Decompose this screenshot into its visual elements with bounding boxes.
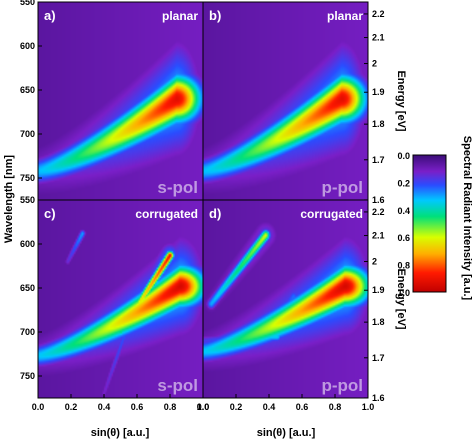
colorbar	[412, 154, 447, 293]
y-left-axis-label: Wavelength [nm]	[3, 155, 15, 244]
panel-d-frame	[202, 199, 369, 399]
y-right-axis-label-top: Energy [eV]	[395, 70, 407, 131]
colorbar-tick-label: 0.2	[397, 178, 410, 188]
panel-d-image	[203, 200, 368, 398]
panel-c-image	[38, 200, 203, 398]
panel-c-title: corrugated	[135, 207, 198, 221]
panel-d-polarization: p-pol	[321, 376, 363, 395]
x-tick-label: 0.2	[65, 402, 78, 412]
x-tick-label: 0.6	[131, 402, 144, 412]
wavelength-tick-label: 600	[20, 239, 35, 249]
colorbar-label: Spectral Radiant Intensity [a.u.]	[461, 136, 473, 301]
panel-b-polarization: p-pol	[321, 178, 363, 197]
energy-tick-label: 1.7	[372, 353, 385, 363]
energy-tick-label: 2.1	[372, 231, 385, 241]
panel-c-letter: c)	[44, 206, 56, 221]
energy-tick-label: 2.1	[372, 33, 385, 43]
energy-tick-label: 1.8	[372, 119, 385, 129]
x-axis-label-right: sin(θ) [a.u.]	[257, 427, 316, 439]
panel-b-image	[203, 2, 368, 200]
y-right-axis-label-bottom: Energy [eV]	[395, 268, 407, 329]
wavelength-tick-label: 550	[20, 195, 35, 205]
colorbar-tick-label: 1.0	[397, 288, 410, 298]
panel-d-title: corrugated	[300, 207, 363, 221]
panel-b-title: planar	[327, 9, 363, 23]
wavelength-tick-label: 700	[20, 327, 35, 337]
panel-d-letter: d)	[209, 206, 221, 221]
energy-tick-label: 1.6	[372, 195, 385, 205]
panel-a-polarization: s-pol	[157, 178, 198, 197]
panel-a-letter: a)	[44, 8, 56, 23]
wavelength-tick-label: 750	[20, 371, 35, 381]
x-tick-label: 0.4	[98, 402, 111, 412]
x-tick-label: 0.8	[164, 402, 177, 412]
energy-tick-label: 1.8	[372, 317, 385, 327]
axis-ticks: 550 600 650 700 750 550 600 650 700 750 2.2 2.1 2 1.9…	[20, 0, 385, 412]
energy-tick-label: 2	[372, 257, 377, 267]
energy-tick-label: 1.9	[372, 285, 385, 295]
wavelength-tick-label: 650	[20, 283, 35, 293]
energy-tick-label: 1.6	[372, 393, 385, 403]
panel-a-image	[38, 2, 203, 200]
colorbar-tick-label: 0.6	[397, 233, 410, 243]
panel-a-title: planar	[162, 9, 198, 23]
energy-tick-label: 1.9	[372, 87, 385, 97]
wavelength-tick-label: 650	[20, 85, 35, 95]
x-tick-label: 0.6	[296, 402, 309, 412]
x-tick-label: 0.8	[329, 402, 342, 412]
x-tick-label: 0.2	[230, 402, 243, 412]
energy-tick-label: 2.2	[372, 207, 385, 217]
x-tick-label: 0.0	[197, 402, 210, 412]
panel-c-polarization: s-pol	[157, 376, 198, 395]
wavelength-tick-label: 750	[20, 173, 35, 183]
x-tick-label: 0.0	[32, 402, 45, 412]
x-tick-label: 1.0	[197, 402, 210, 412]
wavelength-tick-label: 550	[20, 0, 35, 7]
energy-tick-label: 2.2	[372, 9, 385, 19]
x-tick-label: 0.4	[263, 402, 276, 412]
colorbar-tick-label: 0.0	[397, 151, 410, 161]
colorbar-tick-label: 0.4	[397, 206, 410, 216]
colorbar-ticks: 0.0 0.2 0.4 0.6 0.8 1.0	[397, 151, 410, 298]
energy-tick-label: 2	[372, 59, 377, 69]
wavelength-tick-label: 600	[20, 41, 35, 51]
energy-tick-label: 1.7	[372, 155, 385, 165]
colorbar-tick-label: 0.8	[397, 261, 410, 271]
x-tick-label: 1.0	[362, 402, 375, 412]
panel-b-letter: b)	[209, 8, 221, 23]
wavelength-tick-label: 700	[20, 129, 35, 139]
x-axis-label-left: sin(θ) [a.u.]	[91, 427, 150, 439]
